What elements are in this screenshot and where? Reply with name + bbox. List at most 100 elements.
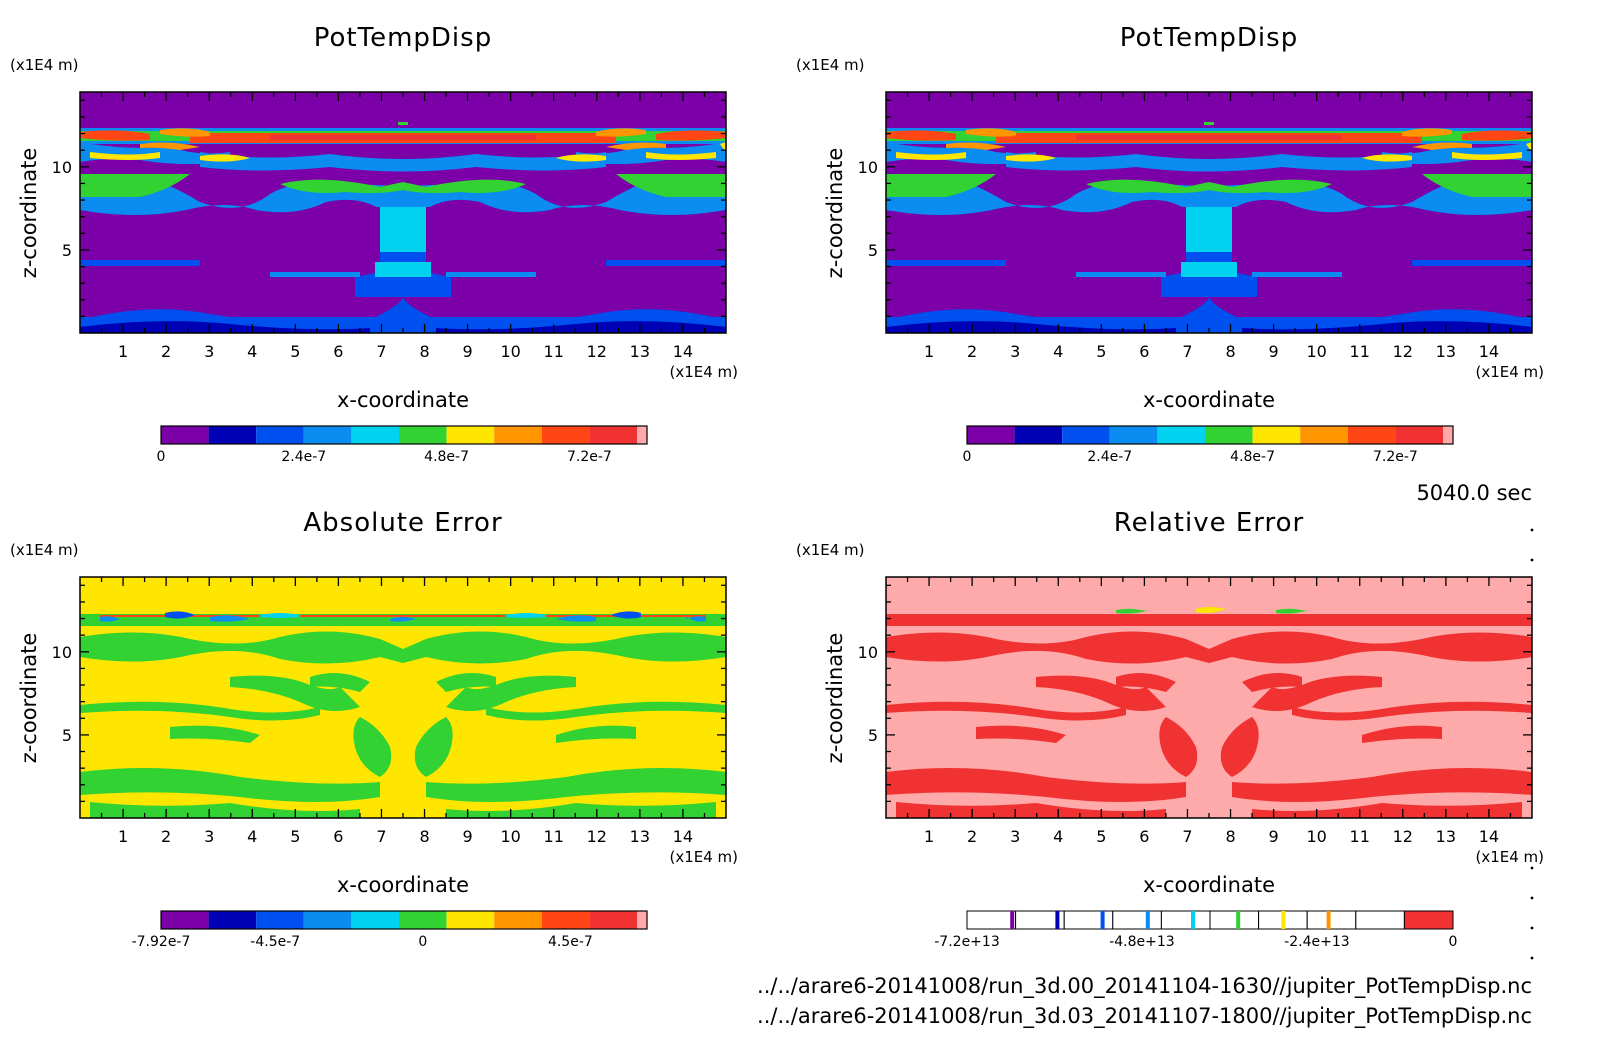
x-tick-label: 8 — [1225, 342, 1235, 361]
colorbar-segment — [1160, 910, 1211, 930]
colorbar-label: 0 — [963, 449, 972, 465]
y-tick-label: 5 — [62, 241, 72, 260]
x-tick-label: 1 — [118, 827, 128, 846]
colorbar-end-segment — [637, 426, 647, 444]
x-tick-label: 12 — [587, 827, 607, 846]
colorbar: 0 2.4e-7 4.8e-7 7.2e-7 — [963, 425, 1454, 465]
colorbar-segment — [1300, 426, 1348, 444]
colorbar-segment — [589, 426, 637, 444]
y-axis-label: z-coordinate — [17, 148, 41, 279]
colorbar-label: 4.5e-7 — [548, 934, 593, 950]
colorbar-segment — [1109, 426, 1158, 444]
x-tick-label: 9 — [1269, 827, 1279, 846]
colorbar-marker — [1281, 911, 1286, 929]
colorbar-segment — [967, 426, 1015, 444]
plot-frame — [885, 576, 1533, 819]
x-tick-label: 14 — [673, 827, 693, 846]
x-tick-label: 2 — [161, 342, 171, 361]
x-tick-label: 1 — [924, 827, 934, 846]
y-ticks: 5 10 — [52, 584, 726, 803]
y-tick-label: 10 — [52, 643, 72, 662]
panel-pottempdisp-right: PotTempDisp (x1E4 m) — [796, 23, 1544, 465]
y-ticks: 5 10 — [858, 584, 1532, 803]
y-ticks: 5 10 — [52, 99, 726, 318]
x-tick-label: 7 — [376, 827, 386, 846]
colorbar-segment — [351, 911, 399, 929]
y-ticks: 5 10 — [858, 99, 1532, 318]
colorbar-segment — [1063, 910, 1114, 930]
colorbar-segment — [1157, 426, 1205, 444]
heatmap-field — [886, 92, 1532, 333]
colorbar-segment — [256, 426, 304, 444]
x-tick-label: 14 — [1479, 342, 1499, 361]
y-unit-label: (x1E4 m) — [796, 541, 865, 559]
footer-file-line-1: ../../arare6-20141008/run_3d.00_20141104… — [757, 974, 1532, 999]
y-unit-label: (x1E4 m) — [796, 56, 865, 74]
panel-relative-error: Relative Error (x1E4 m) — [796, 508, 1544, 950]
y-tick-label: 10 — [52, 158, 72, 177]
colorbar-label: 0 — [1449, 934, 1458, 950]
colorbar-segment — [161, 426, 209, 444]
colorbar-frame — [160, 910, 648, 930]
x-tick-label: 6 — [1139, 827, 1149, 846]
x-unit-label: (x1E4 m) — [669, 848, 738, 866]
x-tick-label: 10 — [500, 827, 520, 846]
colorbar-segment — [966, 910, 1017, 930]
colorbar-marker — [1326, 911, 1331, 929]
colorbar-segment — [1355, 910, 1405, 930]
colorbar-label: 0 — [418, 934, 427, 950]
x-unit-label: (x1E4 m) — [1475, 363, 1544, 381]
colorbar-frame — [160, 425, 648, 445]
colorbar-segment — [399, 426, 447, 444]
colorbar-label: 7.2e-7 — [1373, 449, 1418, 465]
x-axis-label: x-coordinate — [337, 388, 469, 412]
colorbar-segment — [541, 426, 590, 444]
x-tick-label: 6 — [1139, 342, 1149, 361]
colorbar-marker — [1236, 911, 1241, 929]
x-ticks: 1 2 3 4 5 6 7 8 9 10 11 12 13 14 — [100, 92, 706, 361]
colorbar-marker — [1100, 911, 1105, 929]
x-tick-label: 13 — [1436, 342, 1456, 361]
colorbar-segment — [351, 426, 399, 444]
x-tick-label: 8 — [419, 342, 429, 361]
colorbar-marker — [1055, 911, 1060, 929]
colorbar-frame — [966, 425, 1454, 445]
x-tick-label: 13 — [1436, 827, 1456, 846]
colorbar-segment — [1403, 910, 1454, 930]
footer-file-line-2: ../../arare6-20141008/run_3d.03_20141107… — [757, 1004, 1532, 1029]
colorbar-segment — [589, 911, 637, 929]
x-tick-label: 1 — [924, 342, 934, 361]
y-axis-label: z-coordinate — [823, 148, 847, 279]
x-tick-label: 5 — [1096, 342, 1106, 361]
panel-title: Absolute Error — [303, 508, 502, 538]
timestamp: 5040.0 sec — [1416, 481, 1532, 505]
colorbar-marker — [1010, 911, 1015, 929]
x-ticks: 1 2 3 4 5 6 7 8 9 10 11 12 13 14 — [100, 577, 706, 846]
colorbar: -7.2e+13 -4.8e+13 -2.4e+13 0 — [934, 910, 1458, 950]
colorbar-segment — [1205, 426, 1253, 444]
x-tick-label: 9 — [1269, 342, 1279, 361]
x-tick-label: 3 — [1010, 827, 1020, 846]
x-tick-label: 10 — [1306, 827, 1326, 846]
x-tick-label: 4 — [247, 342, 257, 361]
x-ticks: 1 2 3 4 5 6 7 8 9 10 11 12 13 14 — [906, 577, 1512, 846]
colorbar-label: 4.8e-7 — [1230, 449, 1275, 465]
x-tick-label: 1 — [118, 342, 128, 361]
heatmap-field — [886, 577, 1532, 818]
x-tick-label: 13 — [630, 342, 650, 361]
heatmap-field — [80, 92, 726, 333]
x-tick-label: 9 — [463, 342, 473, 361]
x-tick-label: 11 — [544, 827, 564, 846]
x-tick-label: 5 — [290, 827, 300, 846]
x-tick-label: 7 — [1182, 827, 1192, 846]
panel-title: Relative Error — [1114, 508, 1305, 538]
y-tick-label: 10 — [858, 643, 878, 662]
x-tick-label: 11 — [1350, 827, 1370, 846]
colorbar-segment — [1252, 426, 1301, 444]
colorbar-segment — [208, 911, 257, 929]
y-tick-label: 5 — [868, 241, 878, 260]
x-tick-label: 2 — [967, 342, 977, 361]
colorbar-segment — [1062, 426, 1110, 444]
colorbar-label: -4.5e-7 — [250, 934, 300, 950]
